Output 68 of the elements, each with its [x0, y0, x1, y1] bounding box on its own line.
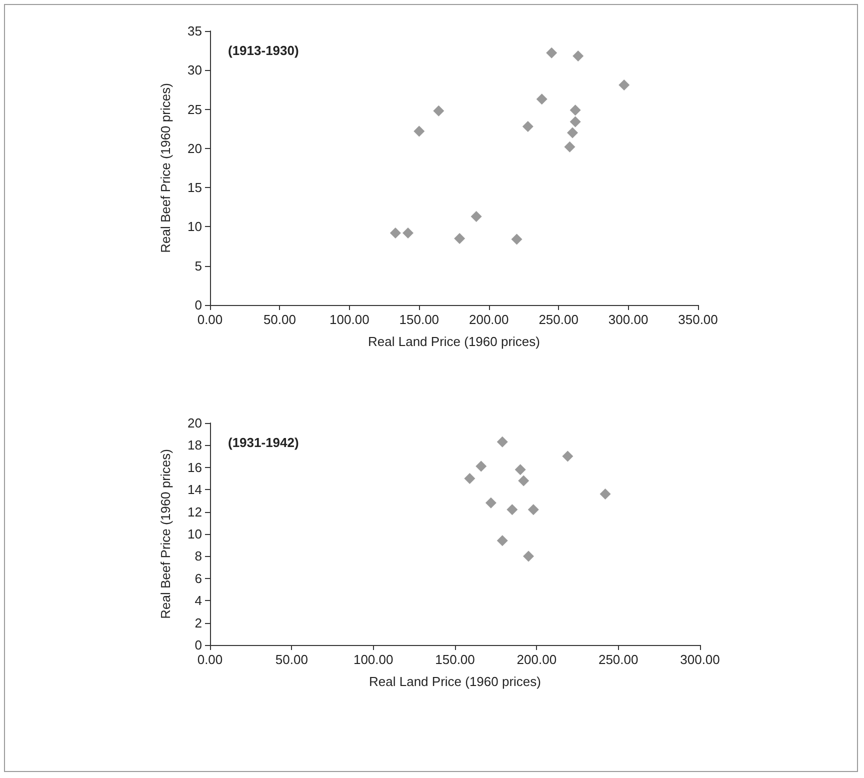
y-tick-label: 2: [194, 615, 202, 630]
x-tick-label: 50.00: [263, 312, 296, 327]
point: [567, 127, 578, 138]
y-tick-label: 12: [188, 504, 202, 520]
point: [618, 80, 630, 91]
point: [506, 504, 518, 516]
x-tick-label: 0.00: [197, 312, 223, 327]
point: [390, 227, 401, 238]
y-tick-label: 0: [194, 298, 202, 312]
y-tick-label: 20: [188, 416, 202, 430]
point: [402, 227, 414, 238]
x-tick-label: 150.00: [399, 312, 440, 327]
y-tick-label: 8: [194, 548, 202, 564]
y-tick-label: 16: [188, 460, 202, 475]
y-tick-label: 4: [194, 593, 202, 608]
x-tick-label: 250.00: [538, 312, 578, 327]
point: [518, 475, 530, 486]
y-tick-label: 10: [188, 219, 202, 234]
point: [536, 94, 548, 105]
x-tick-label: 200.00: [516, 652, 557, 667]
x-tick-label: 350.00: [678, 312, 718, 327]
y-axis-title: Real Beef Price (1960 prices): [158, 83, 173, 253]
x-tick-label: 150.00: [435, 652, 475, 667]
text: (1913-1930): [228, 43, 299, 58]
y-tick-label: 6: [194, 570, 202, 586]
point: [570, 104, 581, 116]
point: [546, 47, 558, 58]
y-tick-label: 35: [188, 24, 202, 38]
y-tick-label: 30: [188, 62, 202, 78]
y-tick-label: 0: [194, 638, 202, 652]
x-tick-label: 0.00: [197, 652, 223, 667]
y-axis-title: Real Beef Price (1960 prices): [158, 449, 173, 619]
x-axis-title: Real Land Price (1960 prices): [368, 334, 540, 349]
x-tick-label: 100.00: [353, 652, 394, 667]
x-axis-title: Real Land Price (1960 prices): [369, 674, 541, 689]
point: [514, 464, 526, 476]
point: [496, 436, 508, 448]
point: [528, 504, 539, 516]
point: [485, 497, 496, 508]
text: (1931-1942): [228, 435, 299, 450]
point: [464, 473, 476, 484]
y-tick-label: 25: [188, 102, 202, 117]
x-tick-label: 300.00: [680, 652, 720, 667]
point: [496, 535, 508, 546]
x-tick-label: 100.00: [330, 312, 370, 327]
point: [564, 141, 576, 152]
x-tick-label: 50.00: [275, 652, 308, 667]
y-tick-label: 15: [188, 180, 202, 196]
point: [523, 550, 534, 562]
point: [562, 450, 574, 462]
point: [522, 121, 534, 132]
y-tick-label: 14: [188, 482, 202, 498]
x-tick-label: 300.00: [608, 312, 648, 327]
point: [433, 105, 444, 116]
y-tick-label: 10: [188, 526, 202, 542]
x-tick-label: 250.00: [598, 652, 638, 667]
y-tick-label: 18: [188, 438, 202, 453]
point: [600, 488, 611, 500]
y-tick-label: 5: [194, 258, 202, 274]
point: [414, 126, 425, 137]
point: [454, 232, 466, 244]
point: [470, 211, 482, 222]
x-tick-label: 200.00: [468, 312, 509, 327]
y-tick-label: 20: [188, 140, 202, 156]
point: [572, 50, 584, 62]
point: [570, 116, 581, 128]
point: [511, 234, 522, 245]
point: [476, 460, 487, 472]
